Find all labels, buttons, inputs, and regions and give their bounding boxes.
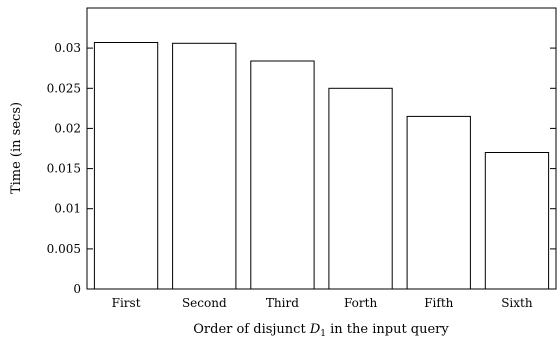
bar-sixth <box>484 152 550 290</box>
x-axis: First Second Third Forth Fifth Sixth <box>112 296 533 310</box>
x-axis-title-suffix: in the input query <box>326 322 449 337</box>
x-axis-title-prefix: Order of disjunct <box>193 322 310 337</box>
y-axis: 0 0.005 0.01 0.015 0.02 0.025 0.03 <box>47 41 556 296</box>
x-tick-label-forth: Forth <box>344 296 377 310</box>
y-tick-label: 0.01 <box>54 202 81 216</box>
bars-group <box>93 42 550 290</box>
y-tick-label: 0.03 <box>54 41 81 55</box>
y-tick-label: 0.02 <box>54 121 81 135</box>
plot-frame <box>86 7 557 290</box>
y-tick-label: 0.005 <box>47 242 81 256</box>
x-axis-title: Order of disjunct D1 in the input query <box>193 322 449 339</box>
x-tick-label-first: First <box>112 296 141 310</box>
x-tick-label-sixth: Sixth <box>501 296 533 310</box>
bar-fifth <box>406 115 471 290</box>
y-tick-label: 0.025 <box>47 81 81 95</box>
bar-third <box>250 60 315 290</box>
bar-first <box>93 42 159 290</box>
y-axis-title: Time (in secs) <box>9 102 24 194</box>
bar-second <box>172 42 237 290</box>
y-tick-label: 0.015 <box>47 162 81 176</box>
x-tick-label-third: Third <box>266 296 299 310</box>
y-tick-label: 0 <box>73 282 81 296</box>
bar-forth <box>328 87 393 290</box>
x-axis-title-sub: 1 <box>320 329 326 339</box>
x-tick-label-fifth: Fifth <box>424 296 453 310</box>
x-tick-label-second: Second <box>182 296 227 310</box>
x-axis-title-var: D <box>309 322 321 337</box>
